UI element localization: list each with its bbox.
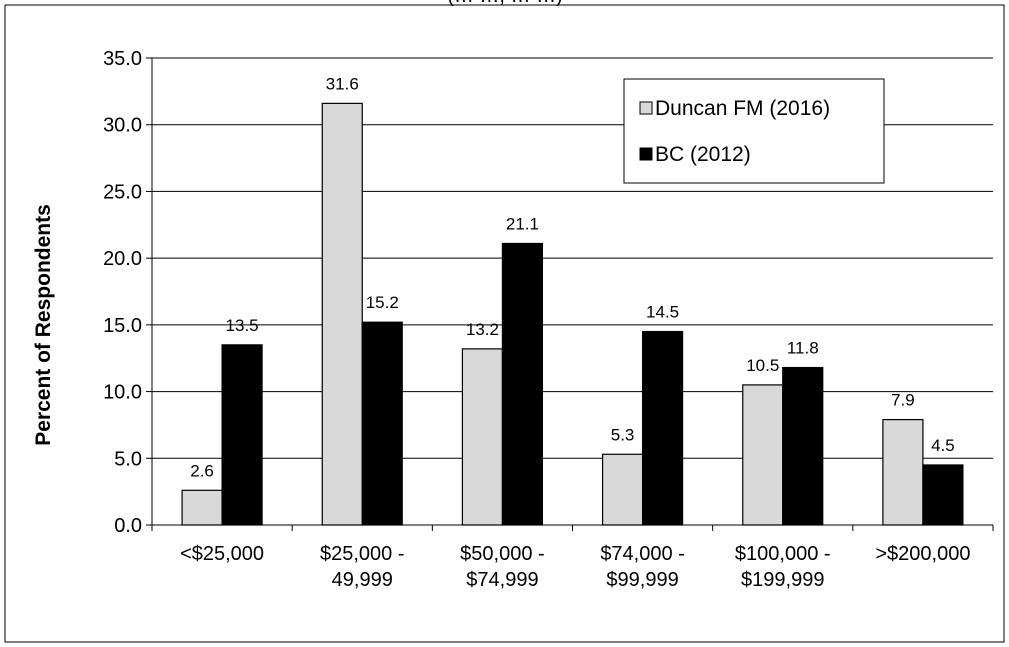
x-tick-label: $25,000 - xyxy=(320,543,405,565)
legend-swatch xyxy=(639,147,653,161)
y-tick-label: 20.0 xyxy=(103,248,142,270)
x-tick-labels: <$25,000 $25,000 - 49,999 $50,000 - $74,999 $… xyxy=(151,524,994,591)
data-label: 13.2 xyxy=(466,320,499,339)
legend-label: BC (2012) xyxy=(655,143,751,166)
y-tick-labels: 0.0 5.0 10.0 15.0 20.0 25.0 30.0 35.0 xyxy=(103,48,142,537)
data-label: 5.3 xyxy=(611,425,635,444)
data-label: 21.1 xyxy=(506,214,539,233)
bar-duncan-fm-2016 xyxy=(882,418,924,526)
legend: Duncan FM (2016) BC (2012) xyxy=(623,78,885,184)
x-tick-label: 49,999 xyxy=(332,569,393,591)
bar-bc-2012 xyxy=(922,464,964,526)
x-tick-label: $74,000 - xyxy=(600,543,685,565)
x-tick-label: $199,999 xyxy=(741,569,824,591)
y-tick-label: 5.0 xyxy=(114,448,142,470)
y-tick-label: 10.0 xyxy=(103,382,142,404)
data-label: 10.5 xyxy=(746,356,779,375)
bar-bc-2012 xyxy=(782,366,824,526)
bar-duncan-fm-2016 xyxy=(181,489,223,526)
bar-bc-2012 xyxy=(501,242,544,526)
y-axis-label: Percent of Respondents xyxy=(32,204,55,446)
bar-bc-2012 xyxy=(361,321,403,526)
legend-swatch xyxy=(639,101,653,115)
x-tick-label: >$200,000 xyxy=(875,543,970,565)
y-tick-label: 0.0 xyxy=(114,515,142,537)
data-label: 14.5 xyxy=(646,303,679,322)
data-label: 4.5 xyxy=(931,436,955,455)
data-labels: 2.6 13.5 31.6 15.2 13.2 21.1 5.3 14.5 10.5 11.8 7.… xyxy=(190,74,954,480)
data-label: 11.8 xyxy=(787,339,819,358)
bar-bc-2012 xyxy=(641,330,684,526)
y-tick-label: 35.0 xyxy=(103,48,142,70)
x-tick-label: $74,999 xyxy=(466,569,538,591)
bar-bc-2012 xyxy=(221,344,263,526)
legend-label: Duncan FM (2016) xyxy=(655,97,830,120)
chart-title-fragment: (… …, … …) xyxy=(447,0,563,7)
bar-duncan-fm-2016 xyxy=(461,348,504,526)
x-tick-label: $99,999 xyxy=(606,569,678,591)
y-tick-label: 15.0 xyxy=(103,315,142,337)
data-label: 7.9 xyxy=(891,391,915,410)
bars xyxy=(181,102,964,526)
data-label: 2.6 xyxy=(190,461,214,480)
data-label: 13.5 xyxy=(226,316,259,335)
x-tick-label: $50,000 - xyxy=(460,543,545,565)
bar-duncan-fm-2016 xyxy=(321,102,363,526)
data-label: 15.2 xyxy=(366,293,399,312)
data-label: 31.6 xyxy=(326,74,359,93)
bar-duncan-fm-2016 xyxy=(742,384,784,526)
y-tick-label: 25.0 xyxy=(103,181,142,203)
legend-box xyxy=(623,78,885,184)
x-tick-label: $100,000 - xyxy=(735,543,831,565)
bar-duncan-fm-2016 xyxy=(601,453,644,526)
x-tick-label: <$25,000 xyxy=(180,543,264,565)
y-tick-label: 30.0 xyxy=(103,115,142,137)
